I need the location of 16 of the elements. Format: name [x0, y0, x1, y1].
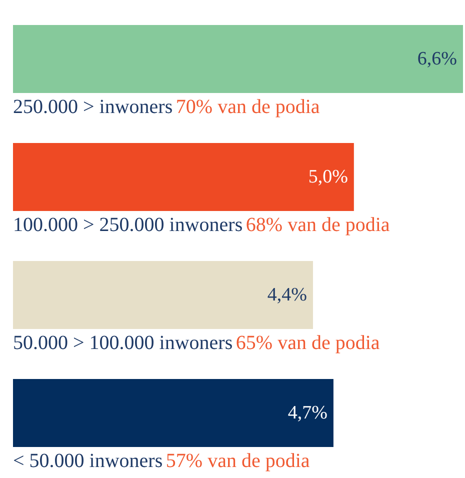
y-tick-label: < 50.000 inwoners — [13, 450, 163, 472]
data-label: 6,6% — [417, 48, 458, 70]
data-label: 5,0% — [308, 166, 348, 188]
bar — [13, 261, 313, 329]
bar — [13, 379, 334, 447]
y-tick-label: 50.000 > 100.000 inwoners — [13, 332, 233, 354]
annotation: 57% van de podia — [166, 450, 310, 472]
y-tick-label: 100.000 > 250.000 inwoners — [13, 214, 243, 236]
annotation: 68% van de podia — [246, 214, 390, 236]
y-tick-label: 250.000 > inwoners — [13, 96, 173, 118]
annotation: 70% van de podia — [176, 96, 320, 118]
bar — [13, 25, 463, 93]
bar — [13, 143, 354, 211]
data-label: 4,7% — [288, 402, 328, 424]
data-label: 4,4% — [267, 284, 308, 306]
annotation: 65% van de podia — [236, 332, 380, 354]
